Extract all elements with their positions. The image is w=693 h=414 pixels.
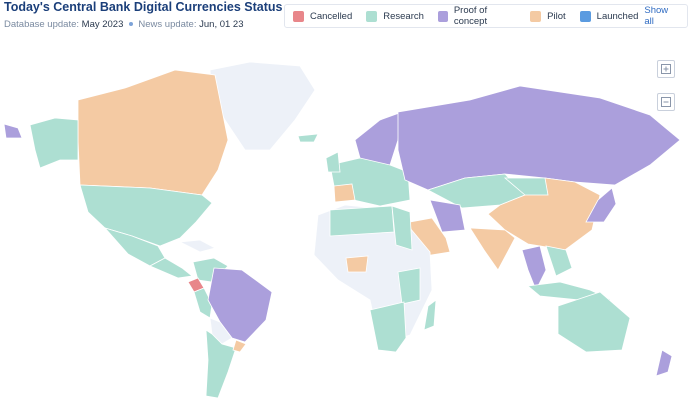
country (655, 349, 673, 377)
database-value: May 2023 (81, 19, 124, 30)
legend-item[interactable]: Pilot (530, 10, 566, 22)
legend-swatch (579, 10, 591, 22)
country (521, 245, 547, 291)
news-value: Jun, 01 23 (199, 19, 244, 30)
zoom-out[interactable] (657, 93, 675, 111)
country (297, 133, 319, 143)
country (149, 257, 193, 279)
country (29, 117, 79, 169)
country (397, 85, 681, 191)
country (3, 123, 23, 139)
country (557, 291, 631, 353)
country (585, 187, 617, 223)
legend: Cancelled Research Proof of concept Pilot La… (284, 4, 688, 28)
country (193, 287, 213, 319)
country (545, 245, 573, 277)
country (333, 183, 356, 203)
country (345, 255, 369, 273)
country (429, 199, 466, 233)
legend-item[interactable]: Proof of concept (437, 5, 516, 27)
legend-label: Launched (596, 10, 639, 22)
country (77, 69, 229, 196)
legend-label: Pilot (547, 10, 566, 22)
news-label: News update: (138, 19, 197, 30)
legend-label: Cancelled (310, 10, 353, 22)
legend-item[interactable]: Launched (579, 10, 639, 22)
legend-swatch (366, 10, 378, 22)
countries (3, 61, 681, 399)
legend-item[interactable]: Research (366, 10, 424, 22)
country (207, 267, 273, 343)
separator (129, 22, 134, 26)
country (391, 205, 413, 251)
country (369, 301, 407, 353)
country (503, 177, 549, 196)
legend-label: Proof of concept (453, 5, 488, 27)
database-label: Database update: (4, 19, 80, 30)
zoom-in[interactable] (657, 60, 675, 78)
zoom-out-icon (661, 97, 671, 107)
zoom-in-icon (661, 64, 671, 74)
legend-label: Research (383, 10, 424, 22)
world-map (3, 61, 681, 399)
country (329, 205, 395, 237)
country (232, 339, 247, 353)
show-all[interactable]: Show all (644, 5, 669, 27)
country (205, 329, 237, 399)
subtitle: Database update: May 2023 News update: Ju… (4, 19, 244, 30)
country (79, 184, 213, 247)
country (325, 151, 341, 173)
legend-swatch (437, 10, 448, 22)
legend-item[interactable]: Cancelled (293, 10, 353, 22)
country (469, 227, 516, 271)
country (178, 239, 217, 253)
legend-swatch (293, 10, 304, 22)
title: Today's Central Bank Digital Currencies … (4, 0, 283, 14)
legend-swatch (530, 10, 542, 22)
country (423, 299, 437, 331)
country (397, 267, 421, 305)
